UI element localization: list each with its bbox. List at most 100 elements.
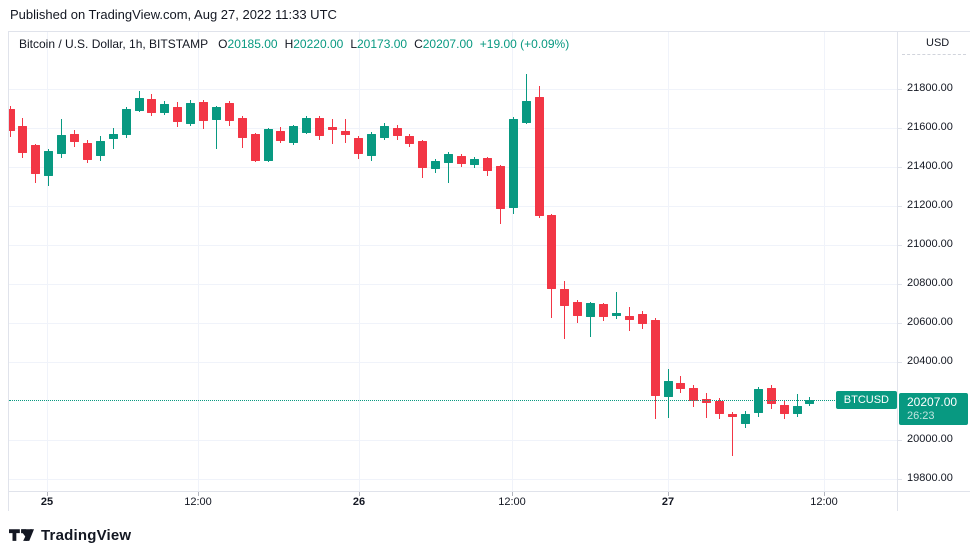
candle[interactable]	[599, 303, 609, 317]
candle[interactable]	[689, 387, 699, 401]
candle[interactable]	[586, 302, 596, 317]
candle[interactable]	[340, 130, 350, 136]
candle[interactable]	[637, 314, 647, 324]
candle[interactable]	[482, 158, 492, 171]
price-tick-label: 19800.00	[907, 472, 953, 484]
price-tick-mark	[898, 128, 902, 129]
candle[interactable]	[95, 140, 105, 157]
candle[interactable]	[302, 118, 312, 134]
axis-dash-divider	[902, 54, 966, 55]
time-axis[interactable]: 25 12:00 26 12:00 27 12:00	[9, 491, 897, 511]
last-price-value: 20207.00	[907, 394, 958, 409]
candle[interactable]	[379, 126, 389, 138]
open-key: O	[218, 37, 228, 51]
candle[interactable]	[250, 134, 260, 161]
candle[interactable]	[715, 401, 725, 414]
candle[interactable]	[289, 126, 299, 143]
price-axis[interactable]: USD 20207.00 26:23 21800.00 21600.00 21400…	[897, 32, 970, 491]
candle[interactable]	[418, 141, 428, 168]
candle[interactable]	[186, 102, 196, 125]
candle[interactable]	[779, 404, 789, 414]
candle[interactable]	[470, 159, 479, 166]
time-axis-corner	[897, 491, 970, 511]
time-tick-label: 25	[40, 496, 54, 508]
candle[interactable]	[328, 127, 338, 130]
candle[interactable]	[199, 102, 209, 121]
candle[interactable]	[457, 156, 467, 165]
price-tick-mark	[898, 89, 902, 90]
candle[interactable]	[18, 126, 28, 154]
candle[interactable]	[534, 96, 544, 216]
candle[interactable]	[676, 383, 686, 389]
candle[interactable]	[70, 133, 79, 142]
candle[interactable]	[792, 405, 802, 414]
candle[interactable]	[276, 130, 286, 142]
candle[interactable]	[263, 128, 273, 161]
candle[interactable]	[134, 97, 144, 112]
candle[interactable]	[211, 106, 221, 121]
candle[interactable]	[547, 214, 557, 290]
candle[interactable]	[108, 133, 118, 139]
time-tick-mark	[47, 492, 48, 496]
candle[interactable]	[392, 128, 402, 136]
candle[interactable]	[728, 413, 738, 417]
candle[interactable]	[495, 166, 505, 209]
price-tick-mark	[898, 206, 902, 207]
close-key: C	[414, 37, 423, 51]
candle[interactable]	[366, 134, 376, 157]
candle[interactable]	[173, 106, 183, 123]
time-tick-label: 12:00	[498, 496, 526, 508]
price-tick-label: 21000.00	[907, 238, 953, 250]
candlestick-plot[interactable]: Bitcoin / U.S. Dollar, 1h, BITSTAMP O2018…	[9, 32, 897, 491]
grid-line-v	[668, 32, 669, 491]
grid-line-h	[9, 89, 897, 90]
candle[interactable]	[237, 118, 247, 138]
candle[interactable]	[9, 108, 15, 131]
tradingview-brand-text[interactable]: TradingView	[41, 527, 132, 544]
time-tick-label: 12:00	[184, 496, 212, 508]
candle-wick	[706, 393, 708, 418]
low-value: 20173.00	[357, 37, 408, 51]
candle[interactable]	[31, 144, 41, 174]
candle[interactable]	[508, 119, 518, 208]
candle[interactable]	[573, 301, 583, 316]
candle[interactable]	[753, 388, 763, 413]
candle[interactable]	[560, 289, 570, 307]
candle[interactable]	[521, 101, 531, 123]
grid-line-h	[9, 206, 897, 207]
candle-wick	[332, 119, 334, 144]
price-tick-mark	[898, 284, 902, 285]
candle[interactable]	[624, 315, 634, 321]
candle[interactable]	[663, 380, 673, 398]
candle[interactable]	[121, 109, 131, 135]
candle[interactable]	[740, 413, 750, 424]
candle[interactable]	[315, 118, 325, 136]
grid-line-h	[9, 440, 897, 441]
price-tick-label: 21400.00	[907, 160, 953, 172]
candle[interactable]	[44, 151, 54, 176]
price-tick-mark	[898, 440, 902, 441]
candle[interactable]	[805, 399, 815, 404]
candle[interactable]	[611, 313, 621, 316]
candle-wick	[564, 281, 566, 339]
candle[interactable]	[353, 137, 363, 154]
candle[interactable]	[650, 320, 660, 396]
candle[interactable]	[224, 103, 234, 121]
price-tick-mark	[898, 167, 902, 168]
change-value: +19.00 (+0.09%)	[479, 37, 570, 51]
price-tick-label: 20600.00	[907, 316, 953, 328]
candle[interactable]	[405, 135, 415, 144]
price-tick-label: 21800.00	[907, 82, 953, 94]
symbol-title[interactable]: Bitcoin / U.S. Dollar, 1h, BITSTAMP	[19, 37, 209, 51]
candle[interactable]	[160, 103, 170, 114]
candle[interactable]	[444, 153, 454, 163]
candle[interactable]	[702, 399, 712, 403]
candle[interactable]	[431, 160, 441, 169]
grid-line-h	[9, 245, 897, 246]
candle[interactable]	[82, 142, 92, 161]
candle[interactable]	[766, 387, 776, 404]
time-tick-mark	[512, 492, 513, 496]
candle[interactable]	[147, 98, 157, 114]
tradingview-logo-icon[interactable]	[9, 528, 34, 543]
candle[interactable]	[57, 134, 67, 155]
